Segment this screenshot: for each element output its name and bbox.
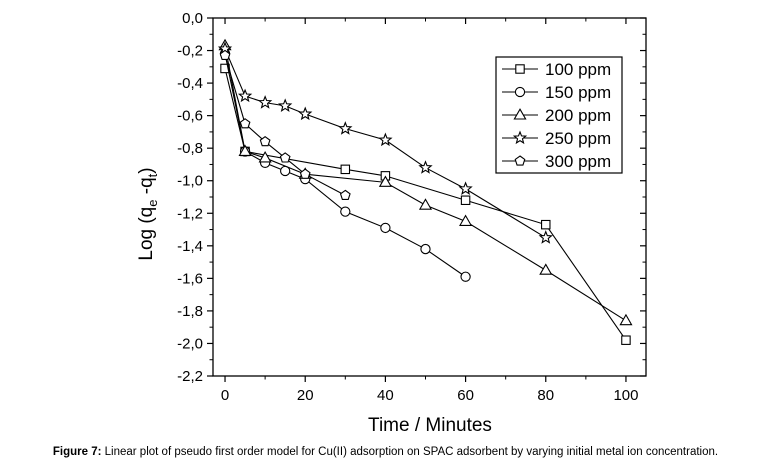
data-point [420, 243, 431, 255]
data-point [459, 214, 473, 226]
data-point [418, 198, 433, 210]
data-point [340, 164, 351, 175]
data-point [239, 118, 251, 129]
legend-entry: 200 ppm [502, 106, 611, 125]
data-point [539, 263, 553, 275]
data-point [298, 106, 313, 121]
series-line [224, 55, 346, 196]
series-250-ppm [217, 41, 553, 244]
data-point [340, 206, 351, 217]
data-point [259, 135, 271, 147]
legend-entry: 300 ppm [502, 152, 611, 171]
caption-text: Linear plot of pseudo first order model … [101, 446, 719, 458]
axes: 0 20 40 60 80 100 0,0 -0,2 -0,4 -0,6 -0,8 -1,0 -1,2 -… [177, 10, 647, 404]
y-tick-label: -1,4 [177, 238, 203, 255]
data-point [460, 195, 471, 206]
data-point [258, 151, 272, 163]
data-point [338, 121, 353, 135]
x-tick-label: 80 [537, 387, 554, 404]
figure-caption: Figure 7: Linear plot of pseudo first or… [0, 446, 771, 458]
data-point [378, 175, 392, 187]
data-point [460, 271, 471, 282]
y-tick-label: -1,2 [177, 205, 203, 222]
data-point [541, 219, 551, 230]
data-point [619, 313, 633, 326]
y-tick-label: -0,2 [177, 43, 203, 60]
data-point [621, 335, 631, 345]
y-axis-label-part-1: Log (q [136, 207, 157, 261]
data-point [278, 98, 293, 112]
y-tick-label: -2,2 [177, 368, 203, 385]
legend-marker [514, 155, 526, 166]
data-point [339, 189, 351, 200]
data-point [257, 95, 273, 109]
data-point [538, 230, 553, 244]
data-point [418, 160, 433, 174]
x-axis-label: Time / Minutes [368, 415, 492, 436]
y-tick-label: -0,6 [177, 108, 203, 125]
x-tick-label: 40 [377, 387, 394, 404]
chart: 0 20 40 60 80 100 0,0 -0,2 -0,4 -0,6 -0,8 -1,0 -1,2 -… [136, 10, 647, 436]
legend: 100 ppm 150 ppm 200 ppm 250 ppm 300 ppm [495, 56, 623, 174]
legend-entry: 250 ppm [502, 129, 611, 148]
legend-entry: 150 ppm [502, 83, 611, 102]
series-300-ppm [219, 49, 351, 200]
data-point [458, 181, 473, 195]
x-tick-label: 0 [221, 387, 229, 404]
y-axis-label-part-2: -q [136, 177, 157, 199]
y-tick-label: -0,4 [177, 75, 203, 92]
series-layer [217, 38, 633, 345]
series-line [224, 48, 547, 239]
y-tick-label: -0,8 [177, 140, 203, 157]
y-tick-label: -1,6 [177, 270, 203, 287]
legend-label: 100 ppm [545, 60, 611, 79]
data-point [238, 144, 252, 156]
data-point [299, 168, 311, 179]
legend-marker [512, 130, 528, 145]
legend-marker [513, 108, 527, 120]
x-tick-label: 20 [297, 387, 314, 404]
legend-label: 150 ppm [545, 83, 611, 102]
data-point [219, 49, 231, 61]
caption-label: Figure 7: [52, 446, 102, 458]
data-point [378, 132, 393, 147]
x-tick-label: 60 [457, 387, 474, 404]
legend-marker [515, 64, 525, 74]
legend-entry: 100 ppm [502, 60, 611, 79]
legend-label: 200 ppm [545, 106, 611, 125]
y-tick-label: 0,0 [182, 10, 203, 27]
legend-label: 300 ppm [545, 152, 611, 171]
x-tick-label: 100 [613, 387, 638, 404]
y-tick-label: -2,0 [177, 335, 203, 352]
legend-marker [514, 86, 526, 98]
y-axis-label-sub-t: t [145, 173, 160, 177]
y-axis-label: Log (qe -qt) [136, 167, 160, 260]
y-tick-label: -1,8 [177, 303, 203, 320]
y-tick-label: -1,0 [177, 173, 203, 190]
data-point [380, 222, 391, 234]
y-axis-label-part-3: ) [136, 167, 157, 173]
data-point [237, 88, 253, 103]
y-axis-label-sub-e: e [145, 200, 160, 207]
data-point [279, 152, 291, 163]
legend-label: 250 ppm [545, 129, 611, 148]
series-200-ppm [218, 38, 633, 326]
